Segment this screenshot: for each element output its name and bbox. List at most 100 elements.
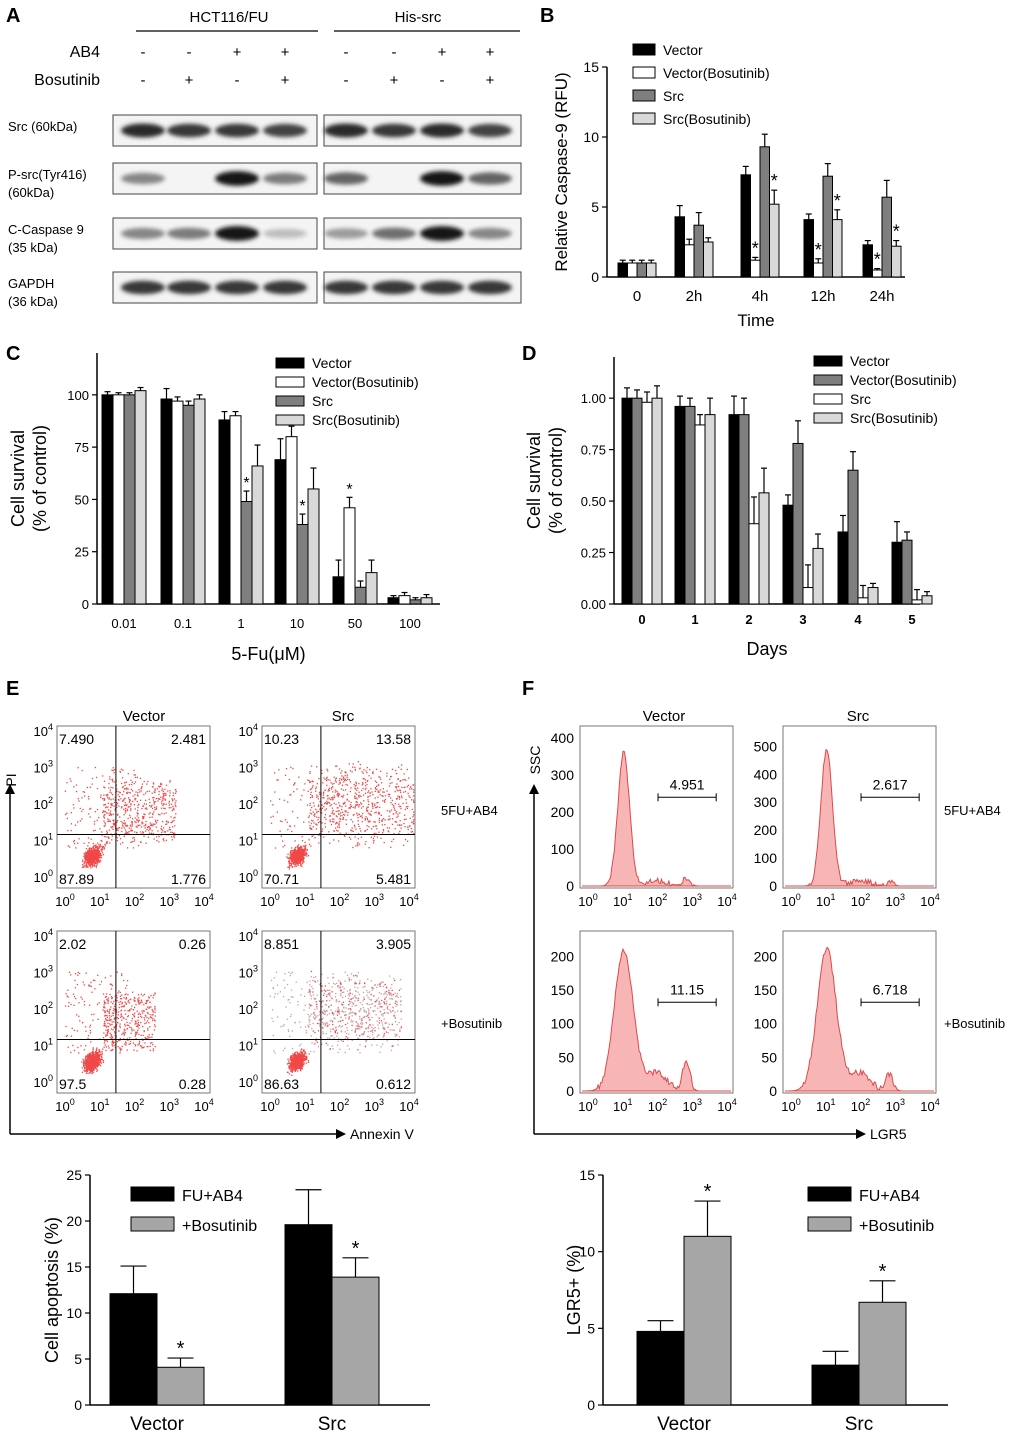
log-tick-exponent: 1 [309, 892, 314, 902]
event-dot [122, 790, 125, 793]
event-dot [314, 837, 316, 839]
event-dot [348, 1018, 350, 1020]
event-dot [343, 988, 345, 990]
event-dot [332, 786, 334, 788]
event-dot [90, 859, 92, 861]
event-dot [91, 1064, 93, 1066]
event-dot [132, 795, 134, 797]
event-dot [335, 823, 337, 825]
event-dot [355, 801, 358, 803]
event-dot [364, 843, 366, 845]
event-dot [400, 1027, 403, 1029]
event-dot [151, 1019, 154, 1022]
event-dot [108, 820, 110, 822]
event-dot [340, 1003, 343, 1005]
event-dot [326, 776, 328, 778]
event-dot [371, 791, 373, 793]
event-dot [110, 983, 113, 985]
event-dot [130, 808, 132, 810]
event-dot [162, 820, 164, 823]
event-dot [107, 999, 110, 1001]
event-dot [362, 805, 364, 808]
event-dot [83, 1069, 85, 1072]
event-dot [139, 824, 141, 826]
bar [703, 241, 714, 278]
panel-letter-d: D [522, 343, 536, 365]
event-dot [129, 825, 132, 827]
event-dot [131, 841, 133, 843]
event-dot [344, 1023, 347, 1026]
event-dot [91, 1065, 93, 1067]
event-dot [117, 814, 119, 816]
event-dot [276, 811, 279, 813]
event-dot [300, 852, 302, 854]
event-dot [410, 831, 412, 833]
log-tick-label: 102 [125, 1097, 144, 1114]
event-dot [358, 833, 360, 835]
event-dot [405, 818, 407, 820]
event-dot [323, 994, 325, 996]
event-dot [134, 1000, 136, 1002]
event-dot [101, 848, 103, 851]
event-dot [109, 776, 111, 778]
event-dot [344, 814, 346, 816]
event-dot [108, 797, 111, 799]
event-dot [341, 795, 343, 797]
event-dot [383, 841, 385, 844]
event-dot [86, 1058, 88, 1060]
event-dot [117, 1017, 120, 1020]
event-dot [361, 803, 363, 805]
event-dot [339, 1048, 341, 1050]
event-dot [96, 1047, 98, 1049]
event-dot [99, 861, 101, 863]
event-dot [360, 1021, 363, 1023]
event-dot [162, 829, 164, 832]
event-dot [105, 1026, 108, 1028]
event-dot [299, 849, 301, 851]
event-dot [355, 1025, 358, 1027]
event-dot [81, 769, 83, 772]
event-dot [92, 860, 94, 862]
event-dot [119, 1026, 121, 1029]
event-dot [173, 832, 175, 834]
event-dot [147, 836, 149, 838]
event-dot [148, 1006, 151, 1008]
event-dot [134, 1043, 136, 1046]
event-dot [112, 1009, 115, 1012]
blot-condition-sign: - [392, 44, 397, 61]
event-dot [289, 856, 292, 858]
event-dot [144, 1014, 147, 1017]
event-dot [130, 1032, 132, 1034]
event-dot [95, 1059, 97, 1062]
event-dot [315, 790, 317, 792]
event-dot [173, 798, 176, 800]
event-dot [121, 827, 123, 829]
event-dot [372, 837, 374, 840]
event-dot [140, 1034, 142, 1037]
event-dot [411, 821, 413, 823]
event-dot [163, 840, 165, 842]
event-dot [66, 781, 68, 784]
event-dot [173, 807, 175, 810]
event-dot [95, 844, 97, 846]
event-dot [366, 825, 368, 827]
event-dot [87, 1055, 89, 1057]
event-dot [313, 997, 315, 999]
event-dot [128, 1002, 131, 1004]
event-dot [297, 846, 299, 848]
event-dot [86, 859, 88, 862]
event-dot [358, 804, 360, 806]
outer-x-axis-label: Annexin V [350, 1126, 414, 1142]
event-dot [343, 781, 345, 783]
event-dot [381, 819, 384, 821]
event-dot [86, 853, 89, 855]
event-dot [90, 855, 92, 857]
blot-condition-sign: + [486, 44, 495, 61]
event-dot [65, 993, 67, 995]
event-dot [128, 830, 130, 833]
event-dot [99, 843, 102, 846]
event-dot [323, 806, 325, 808]
event-dot [165, 839, 168, 841]
event-dot [105, 794, 108, 796]
event-dot [94, 1055, 96, 1058]
